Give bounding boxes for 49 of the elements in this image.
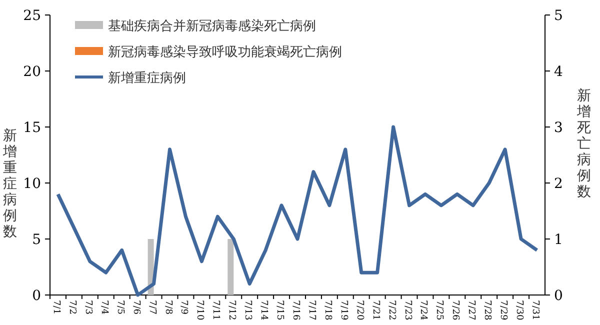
y-tick-label: 20 xyxy=(23,64,41,80)
x-tick-label: 7/16 xyxy=(290,300,300,320)
y2-tick-label: 1 xyxy=(554,232,563,248)
legend-label: 新增重症病例 xyxy=(108,71,186,86)
y-axis-title: 新增重症病例数 xyxy=(2,128,17,240)
x-tick-label: 7/28 xyxy=(482,300,492,320)
x-tick-label: 7/25 xyxy=(434,300,444,320)
x-tick-label: 7/29 xyxy=(498,300,508,320)
x-tick-label: 7/31 xyxy=(530,300,540,320)
x-tick-label: 7/13 xyxy=(242,300,253,320)
x-tick-label: 7/17 xyxy=(306,300,316,320)
x-tick-label: 7/7 xyxy=(146,300,157,315)
y-tick-label: 15 xyxy=(23,120,41,136)
x-tick-label: 7/4 xyxy=(98,300,109,315)
legend-label: 基础疾病合并新冠病毒感染死亡病例 xyxy=(108,18,316,34)
x-tick-label: 7/9 xyxy=(178,300,189,315)
x-tick-label: 7/22 xyxy=(386,300,396,320)
y-tick-label: 10 xyxy=(23,176,41,192)
line-series xyxy=(56,125,539,297)
x-tick-label: 7/14 xyxy=(258,300,269,320)
x-tick-label: 7/5 xyxy=(114,300,125,315)
x-tick-label: 7/15 xyxy=(274,300,285,320)
x-tick-label: 7/8 xyxy=(162,300,173,315)
x-tick-label: 7/6 xyxy=(130,300,141,315)
y2-tick-label: 2 xyxy=(554,176,563,192)
x-tick-label: 7/1 xyxy=(50,300,61,314)
x-tick-label: 7/24 xyxy=(418,300,428,320)
y-tick-label: 5 xyxy=(32,232,41,248)
x-tick-label: 7/18 xyxy=(322,300,332,320)
x-tick-label: 7/26 xyxy=(450,300,460,320)
y2-tick-label: 0 xyxy=(554,288,563,304)
x-tick-label: 7/27 xyxy=(466,300,476,320)
x-tick-label: 7/12 xyxy=(226,300,237,320)
x-tick-label: 7/3 xyxy=(82,300,93,315)
x-tick-label: 7/30 xyxy=(514,300,524,320)
x-tick-label: 7/21 xyxy=(370,300,380,320)
x-tick-label: 7/20 xyxy=(354,300,364,320)
x-tick-label: 7/2 xyxy=(66,300,77,314)
y-tick-label: 25 xyxy=(23,8,41,24)
legend-label: 新冠病毒感染导致呼吸功能衰竭死亡病例 xyxy=(108,44,342,60)
x-tick-label: 7/23 xyxy=(402,300,412,320)
y2-tick-label: 4 xyxy=(554,64,563,80)
x-tick-label: 7/19 xyxy=(338,300,348,320)
y2-tick-label: 5 xyxy=(554,8,563,24)
x-tick-label: 7/11 xyxy=(210,300,221,320)
y2-tick-label: 3 xyxy=(554,120,563,136)
y2-axis-title: 新增死亡病例数 xyxy=(576,88,591,200)
x-tick-label: 7/10 xyxy=(194,300,205,320)
y-tick-label: 0 xyxy=(32,288,41,304)
